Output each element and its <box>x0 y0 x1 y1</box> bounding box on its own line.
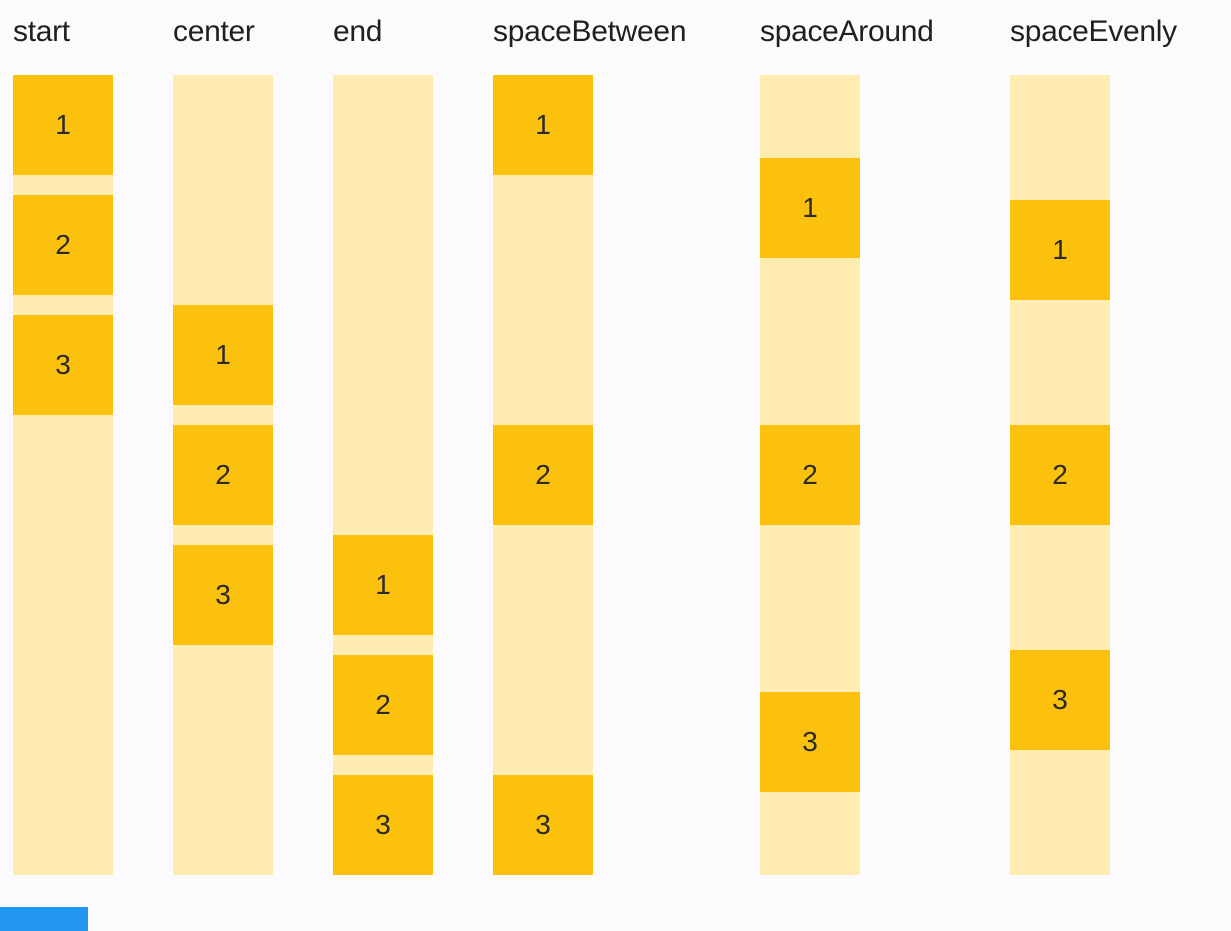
flex-item-box: 1 <box>1010 200 1110 300</box>
flex-item-box: 1 <box>13 75 113 175</box>
flex-item-box: 1 <box>760 158 860 259</box>
flex-container-track: 1 2 3 <box>173 75 273 875</box>
flex-item-box: 2 <box>760 424 860 525</box>
flex-item-box: 2 <box>1010 425 1110 525</box>
column-label: end <box>333 15 383 48</box>
flex-container-track: 1 2 3 <box>760 75 860 875</box>
flex-item-box: 2 <box>493 425 593 525</box>
flex-item-box: 2 <box>13 195 113 295</box>
column-label: spaceAround <box>760 15 934 48</box>
flex-item-box: 3 <box>333 775 433 875</box>
column-end: end 1 2 3 <box>333 13 433 875</box>
flex-item-box: 3 <box>173 545 273 645</box>
flex-item-box: 3 <box>1010 650 1110 750</box>
flex-item-box: 1 <box>173 305 273 405</box>
flex-item-box: 1 <box>493 75 593 175</box>
flex-item-box: 2 <box>333 655 433 755</box>
flex-item-box: 1 <box>333 535 433 635</box>
flex-container-track: 1 2 3 <box>493 75 593 875</box>
flex-container-track: 1 2 3 <box>333 75 433 875</box>
column-label: start <box>13 15 70 48</box>
flex-item-box: 3 <box>760 691 860 792</box>
main-axis-alignment-demo: start 1 2 3 center 1 2 3 end 1 2 3 spaceBetween 1 2 3 sp… <box>13 13 1177 875</box>
column-spaceAround: spaceAround 1 2 3 <box>760 13 950 875</box>
flex-container-track: 1 2 3 <box>13 75 113 875</box>
column-spaceEvenly: spaceEvenly 1 2 3 <box>1010 13 1177 875</box>
flex-item-box: 3 <box>13 315 113 415</box>
partial-blue-box <box>0 907 88 931</box>
column-label: spaceEvenly <box>1010 15 1177 48</box>
column-center: center 1 2 3 <box>173 13 273 875</box>
flex-container-track: 1 2 3 <box>1010 75 1110 875</box>
flex-item-box: 2 <box>173 425 273 525</box>
column-label: spaceBetween <box>493 15 687 48</box>
column-label: center <box>173 15 255 48</box>
flex-item-box: 3 <box>493 775 593 875</box>
column-spaceBetween: spaceBetween 1 2 3 <box>493 13 700 875</box>
column-start: start 1 2 3 <box>13 13 113 875</box>
